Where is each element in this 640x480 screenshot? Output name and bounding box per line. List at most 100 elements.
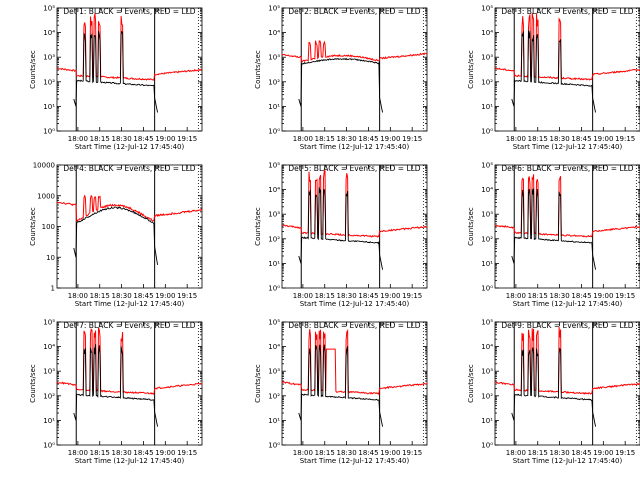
x-axis-label: Start Time (12-Jul-12 17:45:40) — [300, 457, 410, 465]
y-axis-label: Counts/sec — [254, 50, 262, 89]
y-tick-label: 10² — [43, 78, 55, 86]
plot-frame — [281, 7, 428, 132]
y-tick-label: 1000 — [37, 192, 55, 200]
x-tick-label: 18:15 — [528, 135, 548, 143]
y-tick-label: 10⁵ — [43, 5, 55, 13]
x-tick-label: 19:00 — [155, 135, 175, 143]
y-tick-label: 10¹ — [43, 417, 55, 425]
y-axis-label: Counts/sec — [467, 50, 475, 89]
x-tick-label: 18:45 — [358, 292, 378, 300]
x-tick-label: 18:15 — [528, 449, 548, 457]
y-tick-label: 10⁵ — [268, 319, 280, 327]
x-tick-label: 18:00 — [506, 449, 526, 457]
panel-title: Det 8: BLACK = Events, RED = LLD — [288, 321, 420, 330]
y-tick-label: 10¹ — [481, 260, 493, 268]
series-line-events — [73, 30, 159, 113]
y-axis-label: Counts/sec — [29, 50, 37, 89]
y-tick-label: 10³ — [481, 211, 493, 219]
x-tick-label: 18:30 — [337, 292, 357, 300]
series-line-lld — [494, 174, 640, 238]
plot-frame — [281, 321, 428, 446]
y-axis-label: Counts/sec — [29, 364, 37, 403]
y-tick-label: 10³ — [481, 54, 493, 62]
series-line-events — [73, 206, 159, 265]
y-tick-label: 10² — [481, 392, 493, 400]
y-tick-label: 10¹ — [268, 417, 280, 425]
x-tick-label: 18:45 — [133, 135, 153, 143]
x-tick-label: 19:15 — [177, 292, 197, 300]
x-tick-label: 19:15 — [402, 135, 422, 143]
y-tick-label: 10³ — [268, 54, 280, 62]
y-tick-label: 10⁵ — [268, 5, 280, 13]
x-axis-label: Start Time (12-Jul-12 17:45:40) — [513, 143, 623, 151]
y-tick-label: 10⁵ — [481, 319, 493, 327]
y-tick-label: 10² — [268, 392, 280, 400]
y-tick-label: 100 — [42, 223, 55, 231]
x-tick-label: 19:15 — [615, 135, 635, 143]
x-tick-label: 19:00 — [380, 135, 400, 143]
x-tick-label: 18:45 — [571, 292, 591, 300]
y-tick-label: 10⁰ — [268, 128, 280, 136]
y-tick-label: 10⁴ — [268, 186, 280, 194]
y-tick-label: 10² — [43, 392, 55, 400]
x-tick-label: 18:15 — [315, 449, 335, 457]
panel-det-4: 1 10 100 1000 10000 18:00 18:15 18:30 18:45 19:00… — [29, 162, 203, 308]
y-tick-label: 10⁴ — [268, 343, 280, 351]
x-axis-label: Start Time (12-Jul-12 17:45:40) — [75, 457, 185, 465]
y-tick-label: 10⁰ — [268, 285, 280, 293]
series-line-events — [298, 57, 384, 113]
x-tick-label: 19:15 — [177, 449, 197, 457]
x-tick-label: 18:30 — [112, 292, 132, 300]
y-tick-label: 10⁰ — [481, 442, 493, 450]
x-tick-label: 18:00 — [68, 135, 88, 143]
y-tick-label: 10¹ — [481, 103, 493, 111]
y-tick-label: 10⁵ — [43, 319, 55, 327]
series-line-events — [298, 344, 384, 427]
y-tick-label: 1 — [51, 285, 55, 293]
x-tick-label: 18:45 — [571, 449, 591, 457]
y-tick-label: 10¹ — [43, 103, 55, 111]
x-tick-label: 18:15 — [315, 292, 335, 300]
series-line-lld — [281, 40, 428, 63]
x-tick-label: 18:45 — [133, 292, 153, 300]
panel-title: Det 5: BLACK = Events, RED = LLD — [288, 164, 420, 173]
y-axis-label: Counts/sec — [467, 207, 475, 246]
series-line-lld — [494, 326, 640, 395]
series-line-lld — [494, 13, 640, 81]
x-tick-label: 18:30 — [112, 135, 132, 143]
x-tick-label: 18:15 — [315, 135, 335, 143]
x-tick-label: 18:30 — [550, 135, 570, 143]
y-tick-label: 10³ — [268, 211, 280, 219]
x-axis-label: Start Time (12-Jul-12 17:45:40) — [75, 300, 185, 308]
panel-title: Det 4: BLACK = Events, RED = LLD — [63, 164, 195, 173]
series-line-lld — [56, 194, 203, 222]
y-tick-label: 10² — [481, 78, 493, 86]
series-line-lld — [281, 328, 428, 396]
y-tick-label: 10⁴ — [481, 29, 493, 37]
x-tick-label: 18:15 — [90, 135, 110, 143]
x-tick-label: 18:30 — [550, 449, 570, 457]
x-tick-label: 19:00 — [380, 292, 400, 300]
plot-frame — [56, 321, 203, 446]
y-tick-label: 10³ — [481, 368, 493, 376]
series-line-events — [511, 188, 597, 270]
x-tick-label: 18:00 — [68, 292, 88, 300]
x-tick-label: 18:15 — [90, 292, 110, 300]
x-axis-label: Start Time (12-Jul-12 17:45:40) — [75, 143, 185, 151]
y-tick-label: 10¹ — [268, 260, 280, 268]
x-tick-label: 19:15 — [615, 292, 635, 300]
y-axis-label: Counts/sec — [254, 364, 262, 403]
x-tick-label: 18:00 — [506, 292, 526, 300]
panel-title: Det 7: BLACK = Events, RED = LLD — [63, 321, 195, 330]
plot-frame — [56, 164, 203, 289]
x-tick-label: 18:00 — [68, 449, 88, 457]
x-tick-label: 19:00 — [593, 135, 613, 143]
x-tick-label: 19:00 — [155, 449, 175, 457]
series-line-events — [511, 347, 597, 427]
